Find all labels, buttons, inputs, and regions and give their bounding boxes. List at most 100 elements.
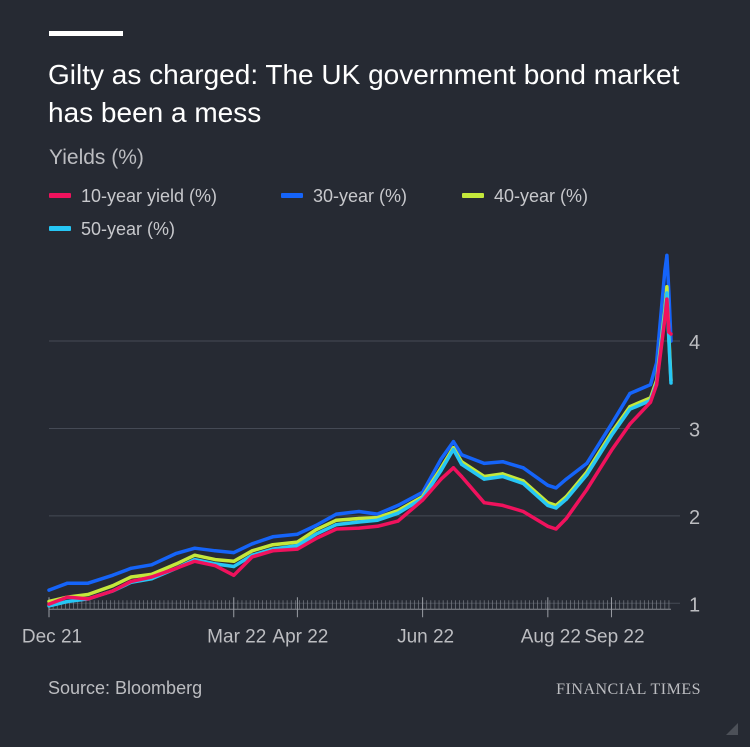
data-point xyxy=(585,473,589,477)
data-point xyxy=(250,555,254,559)
data-point xyxy=(648,383,653,387)
data-point xyxy=(460,462,464,466)
data-point xyxy=(150,563,154,567)
data-point xyxy=(129,575,133,579)
data-point xyxy=(295,543,299,548)
data-point xyxy=(521,466,525,470)
data-point xyxy=(375,524,380,528)
data-point xyxy=(501,474,505,479)
source-note: Source: Bloomberg xyxy=(48,678,203,698)
data-point xyxy=(295,532,299,536)
y-tick-label-1: 1 xyxy=(689,594,700,616)
data-point xyxy=(357,526,361,530)
legend-item-50-year: 50-year (%) xyxy=(49,219,175,240)
data-point xyxy=(232,559,236,563)
y-tick-label-3: 3 xyxy=(689,419,700,441)
data-point xyxy=(663,317,667,321)
data-point xyxy=(482,461,486,466)
data-point xyxy=(396,511,400,515)
data-point xyxy=(669,381,673,385)
data-point xyxy=(111,573,115,577)
data-point xyxy=(357,520,361,524)
data-point xyxy=(250,542,254,546)
brand-logo: FINANCIAL TIMES xyxy=(556,681,701,698)
data-point xyxy=(65,599,70,604)
data-point xyxy=(665,253,669,257)
data-point xyxy=(396,503,400,507)
data-point xyxy=(609,433,614,438)
data-point xyxy=(193,546,197,550)
data-point xyxy=(501,460,505,464)
data-point xyxy=(609,422,614,426)
data-point xyxy=(585,488,589,492)
data-point xyxy=(439,468,443,472)
x-tick-label: Apr 22 xyxy=(272,626,328,647)
data-point xyxy=(564,516,568,521)
data-point xyxy=(232,564,236,569)
x-tick-label: Jun 22 xyxy=(397,626,454,647)
data-point xyxy=(174,551,178,556)
data-point xyxy=(665,285,669,289)
data-point xyxy=(314,532,318,536)
data-point xyxy=(546,524,550,528)
data-point xyxy=(295,547,299,551)
series-line-30-year xyxy=(47,253,673,592)
data-point xyxy=(396,519,400,523)
data-point xyxy=(667,339,671,343)
data-point xyxy=(314,523,318,528)
data-point xyxy=(451,447,456,452)
line-chart: 1 2 3 4 Dec 21 Mar 22 Apr 22 Jun 22 Aug 22 Sep 22 xyxy=(22,253,700,647)
legend-swatch-50-year xyxy=(49,225,71,231)
data-point xyxy=(648,400,653,404)
legend-label-30-year: 30-year (%) xyxy=(313,186,408,206)
x-tick-label: Mar 22 xyxy=(207,626,266,647)
data-point xyxy=(271,535,275,539)
data-point xyxy=(554,527,558,531)
legend-swatch-40-year xyxy=(462,192,484,198)
legend-item-40-year: 40-year (%) xyxy=(462,186,588,207)
data-point xyxy=(334,512,338,516)
data-point xyxy=(564,477,568,481)
legend-label-10-year: 10-year yield (%) xyxy=(81,186,218,206)
series-line-40-year xyxy=(47,285,673,604)
data-point xyxy=(546,503,550,507)
data-point xyxy=(86,597,90,601)
data-point xyxy=(334,527,338,531)
data-point xyxy=(375,512,380,516)
data-point xyxy=(129,579,133,584)
data-point xyxy=(213,564,217,568)
data-point xyxy=(665,297,669,301)
data-point xyxy=(65,581,70,585)
data-point xyxy=(129,566,133,570)
x-tick-label: Sep 22 xyxy=(584,626,644,647)
x-tick-label: Aug 22 xyxy=(521,626,581,647)
data-point xyxy=(271,549,275,553)
data-point xyxy=(47,602,51,606)
data-point xyxy=(585,461,589,466)
data-point xyxy=(232,550,236,555)
data-point xyxy=(628,407,632,411)
data-point xyxy=(628,391,632,396)
data-point xyxy=(663,269,667,273)
data-point xyxy=(357,516,361,521)
data-point xyxy=(655,383,659,387)
data-point xyxy=(213,549,217,553)
data-point xyxy=(501,472,505,476)
legend-label-40-year: 40-year (%) xyxy=(494,186,589,206)
data-point xyxy=(521,481,525,486)
data-point xyxy=(295,540,299,544)
data-point xyxy=(628,422,632,426)
data-point xyxy=(314,528,318,532)
data-point xyxy=(460,453,464,457)
y-tick-label-4: 4 xyxy=(689,332,700,354)
data-point xyxy=(47,588,51,592)
series-line-10-year xyxy=(47,297,673,606)
data-point xyxy=(554,506,558,510)
data-point xyxy=(111,584,115,588)
data-point xyxy=(482,477,486,481)
data-point xyxy=(334,522,338,527)
legend-item-10-year: 10-year yield (%) xyxy=(49,186,217,207)
data-point xyxy=(65,595,70,599)
data-point xyxy=(375,518,380,522)
data-point xyxy=(150,575,154,579)
